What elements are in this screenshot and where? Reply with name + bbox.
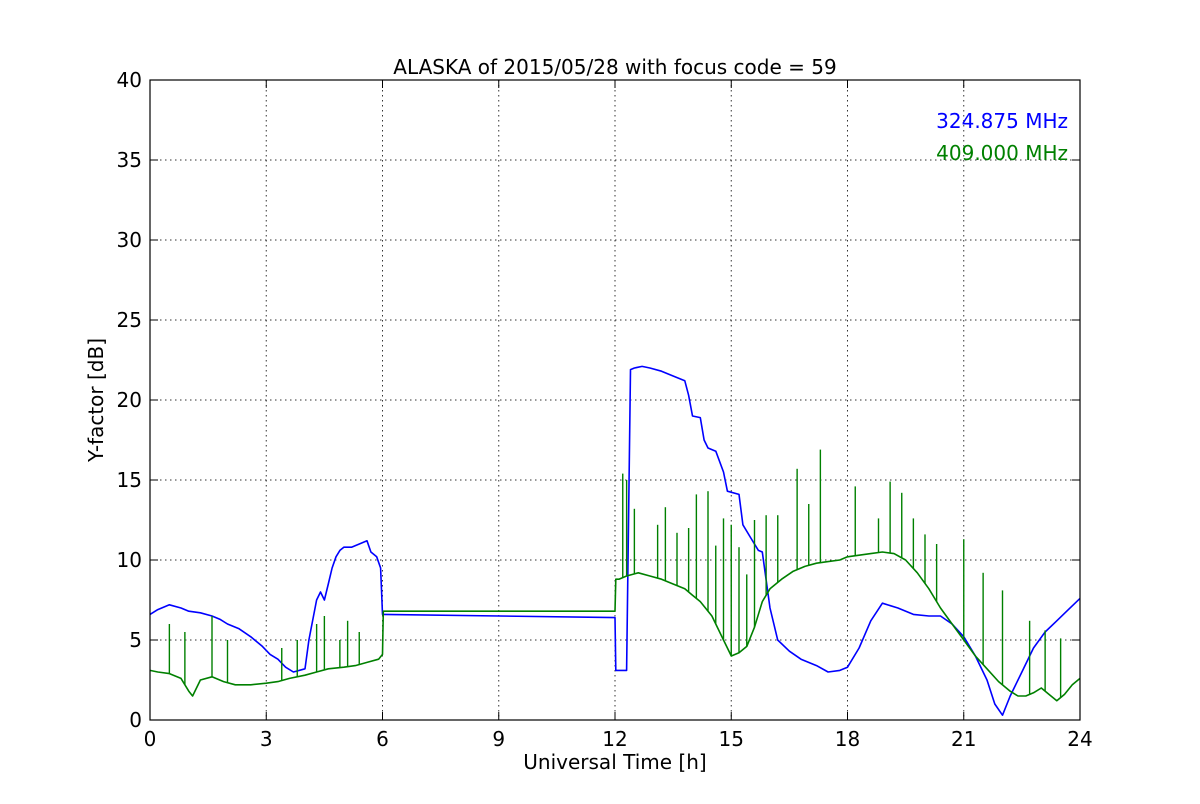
y-tick-label: 35 [117, 148, 142, 172]
legend-entry-324-875-mhz: 324.875 MHz [936, 109, 1068, 133]
x-tick-label: 24 [1067, 727, 1092, 751]
y-axis-title: Y-factor [dB] [84, 338, 108, 463]
series-line-409-000-mhz [149, 551, 1081, 702]
axis-ticks: 0 3 6 9 12 15 18 21 24 0 5 10 15 20 25 30 35 40 [117, 68, 1093, 751]
y-tick-label: 30 [117, 228, 142, 252]
series-layer [149, 365, 1081, 716]
y-tick-label: 10 [117, 548, 142, 572]
y-tick-label: 5 [129, 628, 142, 652]
series-line-324-875-mhz [149, 365, 1081, 716]
x-tick-label: 21 [951, 727, 976, 751]
y-tick-label: 20 [117, 388, 142, 412]
chart-title: ALASKA of 2015/05/28 with focus code = 5… [393, 55, 836, 79]
x-tick-label: 6 [376, 727, 389, 751]
legend-entry-409-000-mhz: 409.000 MHz [936, 141, 1068, 165]
y-tick-label: 15 [117, 468, 142, 492]
y-tick-label: 25 [117, 308, 142, 332]
legend: 324.875 MHz 409.000 MHz [936, 109, 1068, 165]
x-tick-label: 3 [260, 727, 273, 751]
x-tick-label: 15 [719, 727, 744, 751]
grid-lines [150, 80, 1080, 720]
x-axis-title: Universal Time [h] [523, 750, 706, 774]
x-tick-label: 12 [602, 727, 627, 751]
y-tick-label: 0 [129, 708, 142, 732]
y-tick-label: 40 [117, 68, 142, 92]
x-tick-label: 18 [835, 727, 860, 751]
x-tick-label: 0 [144, 727, 157, 751]
x-tick-label: 9 [492, 727, 505, 751]
